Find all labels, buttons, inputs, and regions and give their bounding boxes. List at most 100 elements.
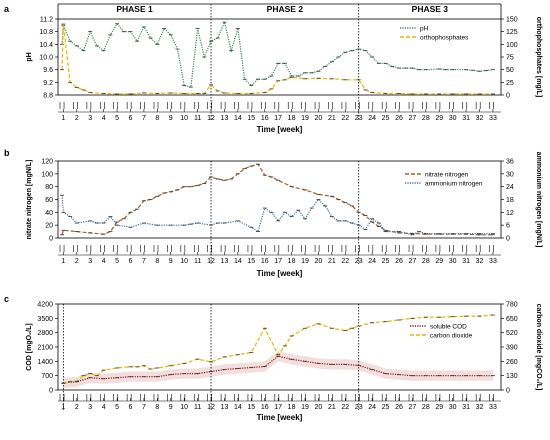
x-tick-label: 2 bbox=[75, 404, 79, 411]
x-tick-label: 24 bbox=[368, 404, 376, 411]
plot-frame bbox=[57, 18, 502, 96]
y-right-tick-label: 30 bbox=[506, 171, 514, 178]
x-tick-label: 8 bbox=[155, 404, 159, 411]
x-tick-label: 26 bbox=[395, 115, 403, 122]
x-tick-label: 24 bbox=[368, 258, 376, 265]
x-axis-label: Time [week] bbox=[257, 125, 303, 134]
y-right-tick-label: 18 bbox=[506, 197, 514, 204]
legend-entry: orthophosphates bbox=[420, 35, 469, 42]
y-right-tick-label: 50 bbox=[506, 67, 514, 74]
x-tick-label: 20 bbox=[315, 115, 323, 122]
x-tick-label: 14 bbox=[234, 115, 242, 122]
x-tick-label: 6 bbox=[129, 258, 133, 265]
x-tick-label: 10 bbox=[180, 258, 188, 265]
y-left-tick-label: 3500 bbox=[37, 316, 53, 323]
x-tick-label: 33 bbox=[489, 404, 497, 411]
legend-entry: carbon dioxide bbox=[430, 333, 473, 340]
y-left-tick-label: 10.8 bbox=[39, 29, 53, 36]
series-line-nitrate-nitrogen bbox=[61, 163, 493, 236]
x-tick-label: 32 bbox=[476, 115, 484, 122]
x-tick-label: 7 bbox=[142, 115, 146, 122]
x-tick-label: 16 bbox=[261, 258, 269, 265]
x-tick-label: 5 bbox=[115, 404, 119, 411]
panel-label-c: c bbox=[4, 294, 9, 304]
x-tick-label: 21 bbox=[328, 115, 336, 122]
y-left-tick-label: 60 bbox=[45, 197, 53, 204]
x-tick-label: 13 bbox=[221, 258, 229, 265]
x-tick-label: 25 bbox=[382, 115, 390, 122]
x-tick-label: 7 bbox=[142, 258, 146, 265]
x-tick-label: 1 bbox=[61, 115, 65, 122]
y-left-tick-label: 0 bbox=[49, 236, 53, 243]
x-tick-label: 14 bbox=[234, 258, 242, 265]
y-right-tick-label: 0 bbox=[506, 236, 510, 243]
x-tick-label: 5 bbox=[115, 258, 119, 265]
x-tick-label: 20 bbox=[315, 258, 323, 265]
x-tick-label: 23 bbox=[355, 404, 363, 411]
x-tick-label: 3 bbox=[88, 258, 92, 265]
x-tick-label: 21 bbox=[328, 258, 336, 265]
y-left-tick-label: 100 bbox=[41, 171, 53, 178]
y-left-tick-label: 20 bbox=[45, 223, 53, 230]
y-left-tick-label: 9.6 bbox=[43, 67, 53, 74]
y-right-tick-label: 780 bbox=[506, 302, 518, 309]
phase-label: PHASE 2 bbox=[267, 4, 304, 14]
x-tick-label: 31 bbox=[462, 404, 470, 411]
x-tick-label: 9 bbox=[169, 404, 173, 411]
x-tick-label: 23 bbox=[355, 258, 363, 265]
x-tick-label: 10 bbox=[180, 404, 188, 411]
y-right-axis-label: orthophosphates [mg/L] bbox=[535, 17, 542, 98]
x-tick-label: 29 bbox=[435, 115, 443, 122]
x-tick-label: 15 bbox=[247, 258, 255, 265]
x-tick-label: 27 bbox=[409, 258, 417, 265]
x-tick-label: 3 bbox=[88, 115, 92, 122]
y-right-tick-label: 100 bbox=[506, 42, 518, 49]
x-tick-label: 28 bbox=[422, 258, 430, 265]
x-tick-label: 20 bbox=[315, 404, 323, 411]
y-left-tick-label: 9.2 bbox=[43, 80, 53, 87]
y-right-tick-label: 24 bbox=[506, 184, 514, 191]
y-left-tick-label: 8.8 bbox=[43, 93, 53, 100]
x-tick-label: 27 bbox=[409, 115, 417, 122]
y-right-axis-label: carbon dioxide [mgCO₂/L] bbox=[535, 304, 542, 391]
panel-label-b: b bbox=[4, 148, 10, 158]
x-tick-label: 28 bbox=[422, 404, 430, 411]
x-tick-label: 8 bbox=[155, 258, 159, 265]
x-tick-label: 18 bbox=[288, 404, 296, 411]
phase-label: PHASE 1 bbox=[116, 4, 153, 14]
x-tick-label: 3 bbox=[88, 404, 92, 411]
y-left-tick-label: 0 bbox=[49, 388, 53, 395]
y-right-tick-label: 125 bbox=[506, 29, 518, 36]
y-right-tick-label: 6 bbox=[506, 223, 510, 230]
x-tick-label: 12 bbox=[207, 404, 215, 411]
series-line-ammonium-nitrogen bbox=[61, 195, 493, 236]
y-left-tick-label: 1400 bbox=[37, 359, 53, 366]
x-tick-label: 32 bbox=[476, 404, 484, 411]
x-tick-label: 25 bbox=[382, 404, 390, 411]
x-tick-label: 22 bbox=[341, 115, 349, 122]
x-tick-label: 31 bbox=[462, 258, 470, 265]
y-left-tick-label: 2100 bbox=[37, 345, 53, 352]
x-tick-label: 11 bbox=[194, 115, 201, 122]
chart-panel-a: 8.89.29.610.010.410.811.2025507510012515… bbox=[26, 3, 542, 134]
x-tick-label: 29 bbox=[435, 258, 443, 265]
y-left-tick-label: 4200 bbox=[37, 302, 53, 309]
x-tick-label: 24 bbox=[368, 115, 376, 122]
y-right-tick-label: 150 bbox=[506, 17, 518, 24]
x-tick-label: 18 bbox=[288, 115, 296, 122]
x-tick-label: 21 bbox=[328, 404, 336, 411]
y-right-tick-label: 75 bbox=[506, 55, 514, 62]
x-tick-label: 17 bbox=[274, 258, 282, 265]
x-tick-label: 4 bbox=[102, 115, 106, 122]
x-tick-label: 14 bbox=[234, 404, 242, 411]
x-tick-label: 9 bbox=[169, 115, 173, 122]
x-tick-label: 2 bbox=[75, 258, 79, 265]
y-right-tick-label: 0 bbox=[506, 93, 510, 100]
x-tick-label: 6 bbox=[129, 115, 133, 122]
x-tick-label: 28 bbox=[422, 115, 430, 122]
x-tick-label: 22 bbox=[341, 258, 349, 265]
y-left-tick-label: 10.0 bbox=[39, 55, 53, 62]
y-left-tick-label: 10.4 bbox=[39, 42, 53, 49]
